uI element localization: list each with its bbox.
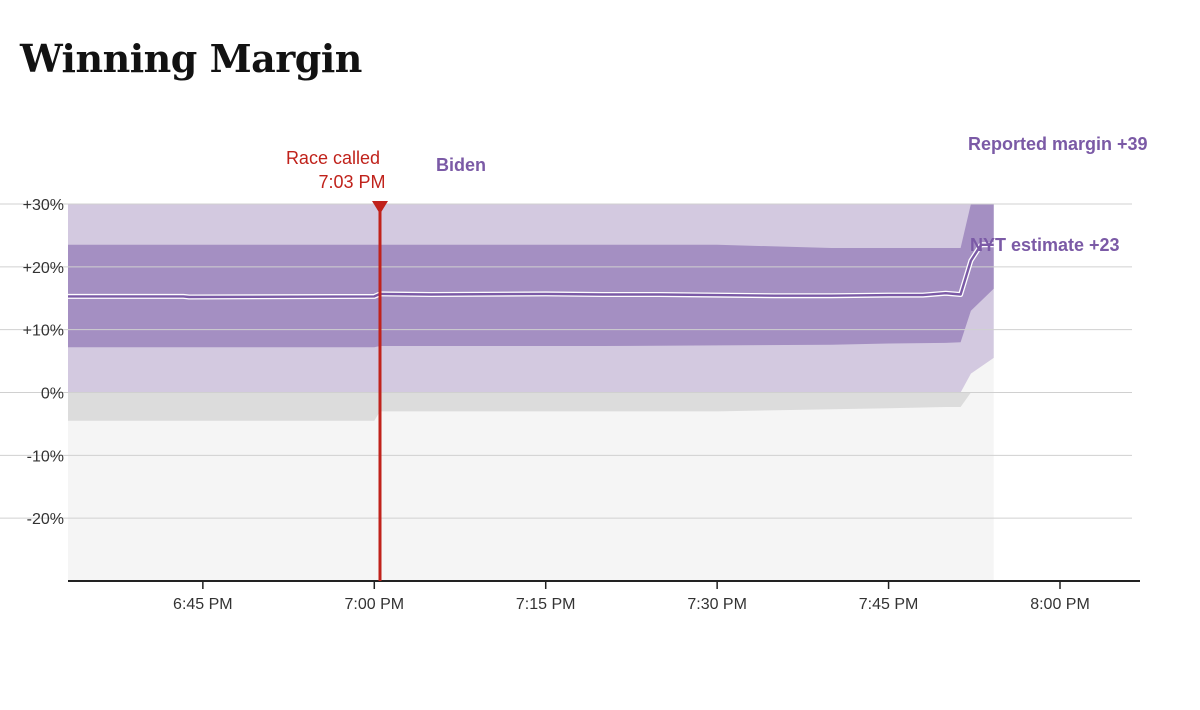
race-called-time: 7:03 PM [318,172,385,192]
y-tick-label: -10% [27,448,64,465]
x-tick-label: 7:30 PM [687,596,747,613]
chart-title: Winning Margin [20,36,362,81]
x-tick-label: 6:45 PM [173,596,233,613]
estimate-line [68,243,994,299]
y-tick-label: 0% [41,386,64,403]
y-tick-label: +10% [23,323,64,340]
race-called-marker [372,201,388,214]
race-called-label: Race called [286,148,380,168]
reported-margin-label: Reported margin +39 [968,134,1148,154]
x-tick-label: 7:00 PM [344,596,404,613]
inner-uncertainty-band [68,204,994,348]
x-tick-label: 8:00 PM [1030,596,1090,613]
y-tick-label: +30% [23,197,64,214]
negative-margin-band [68,392,994,421]
y-tick-label: -20% [27,511,64,528]
y-tick-label: +20% [23,260,64,277]
candidate-label: Biden [436,155,486,175]
x-tick-label: 7:45 PM [859,596,919,613]
estimate-label: NYT estimate +23 [970,235,1120,255]
x-tick-label: 7:15 PM [516,596,576,613]
